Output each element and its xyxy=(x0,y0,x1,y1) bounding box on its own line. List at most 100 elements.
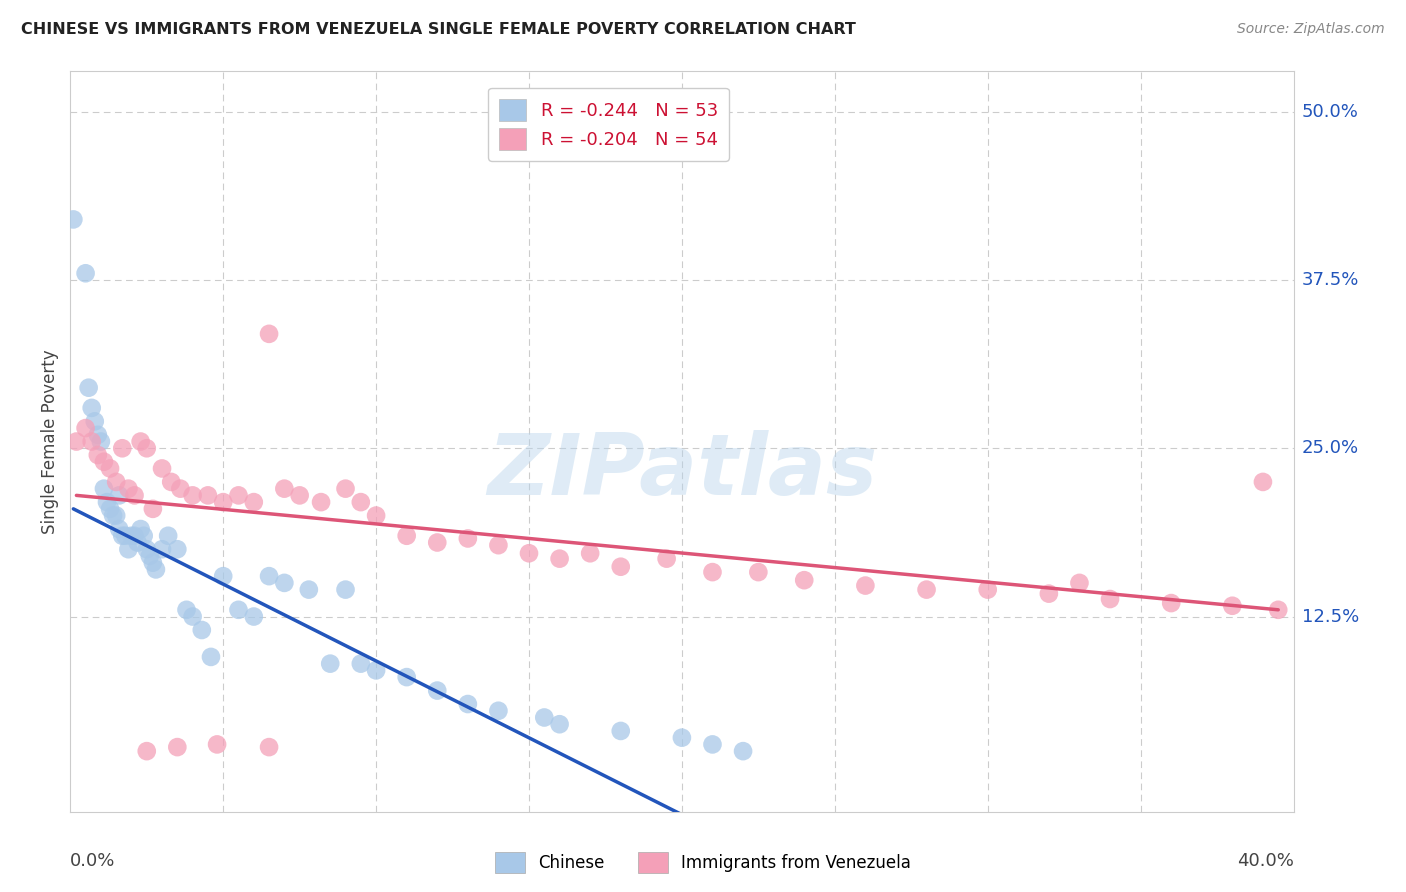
Point xyxy=(288,488,311,502)
Point xyxy=(80,401,103,415)
Point xyxy=(139,549,162,563)
Point xyxy=(129,434,152,449)
Point xyxy=(212,569,235,583)
Point xyxy=(1267,603,1289,617)
Point xyxy=(395,670,418,684)
Point xyxy=(65,434,87,449)
Point xyxy=(176,603,198,617)
Point xyxy=(142,501,165,516)
Point xyxy=(212,495,235,509)
Point xyxy=(166,740,188,755)
Point xyxy=(111,442,134,456)
Point xyxy=(169,482,191,496)
Point xyxy=(150,542,173,557)
Point xyxy=(610,723,633,738)
Point xyxy=(160,475,183,489)
Point xyxy=(350,495,373,509)
Point xyxy=(457,697,479,711)
Text: Source: ZipAtlas.com: Source: ZipAtlas.com xyxy=(1237,22,1385,37)
Point xyxy=(350,657,373,671)
Point xyxy=(150,461,173,475)
Point xyxy=(98,461,121,475)
Point xyxy=(298,582,321,597)
Point xyxy=(243,495,266,509)
Point xyxy=(1160,596,1182,610)
Text: ZIPatlas: ZIPatlas xyxy=(486,430,877,513)
Point xyxy=(426,535,449,549)
Point xyxy=(181,488,204,502)
Point xyxy=(108,522,131,536)
Point xyxy=(197,488,219,502)
Text: 25.0%: 25.0% xyxy=(1302,439,1360,458)
Point xyxy=(205,738,228,752)
Point xyxy=(157,529,180,543)
Point xyxy=(121,529,143,543)
Point xyxy=(62,212,84,227)
Point xyxy=(93,455,115,469)
Point xyxy=(1220,599,1243,613)
Point xyxy=(488,538,510,552)
Point xyxy=(548,717,571,731)
Point xyxy=(1251,475,1274,489)
Point xyxy=(83,414,105,428)
Point xyxy=(702,738,724,752)
Point xyxy=(655,551,678,566)
Point xyxy=(101,508,124,523)
Text: 37.5%: 37.5% xyxy=(1302,271,1360,289)
Point xyxy=(395,529,418,543)
Point xyxy=(1038,587,1060,601)
Point xyxy=(75,266,97,280)
Point xyxy=(579,546,602,560)
Point xyxy=(335,582,357,597)
Point xyxy=(114,529,136,543)
Point xyxy=(366,508,388,523)
Point xyxy=(1099,592,1122,607)
Y-axis label: Single Female Poverty: Single Female Poverty xyxy=(41,350,59,533)
Text: 0.0%: 0.0% xyxy=(70,853,115,871)
Point xyxy=(132,529,155,543)
Point xyxy=(733,744,755,758)
Point xyxy=(976,582,998,597)
Point xyxy=(105,475,128,489)
Point xyxy=(87,448,110,462)
Point xyxy=(90,434,112,449)
Point xyxy=(671,731,693,745)
Point xyxy=(533,710,555,724)
Point xyxy=(87,427,110,442)
Point xyxy=(105,508,128,523)
Point xyxy=(747,565,769,579)
Point xyxy=(129,522,152,536)
Point xyxy=(200,649,222,664)
Point xyxy=(1069,575,1091,590)
Point xyxy=(117,482,139,496)
Point xyxy=(273,575,295,590)
Point xyxy=(145,562,167,576)
Point xyxy=(517,546,540,560)
Point xyxy=(243,609,266,624)
Text: 40.0%: 40.0% xyxy=(1237,853,1294,871)
Point xyxy=(335,482,357,496)
Point xyxy=(793,573,815,587)
Point xyxy=(124,488,146,502)
Point xyxy=(135,442,157,456)
Text: 50.0%: 50.0% xyxy=(1302,103,1358,120)
Point xyxy=(366,664,388,678)
Point xyxy=(111,529,134,543)
Point xyxy=(309,495,332,509)
Point xyxy=(257,740,280,755)
Text: CHINESE VS IMMIGRANTS FROM VENEZUELA SINGLE FEMALE POVERTY CORRELATION CHART: CHINESE VS IMMIGRANTS FROM VENEZUELA SIN… xyxy=(21,22,856,37)
Point xyxy=(319,657,342,671)
Point xyxy=(135,744,157,758)
Point xyxy=(142,556,165,570)
Point xyxy=(610,559,633,574)
Point xyxy=(117,542,139,557)
Point xyxy=(426,683,449,698)
Point xyxy=(457,532,479,546)
Point xyxy=(77,381,100,395)
Point xyxy=(166,542,188,557)
Point xyxy=(257,326,280,341)
Point xyxy=(93,482,115,496)
Point xyxy=(228,488,250,502)
Point xyxy=(135,542,157,557)
Point xyxy=(124,529,146,543)
